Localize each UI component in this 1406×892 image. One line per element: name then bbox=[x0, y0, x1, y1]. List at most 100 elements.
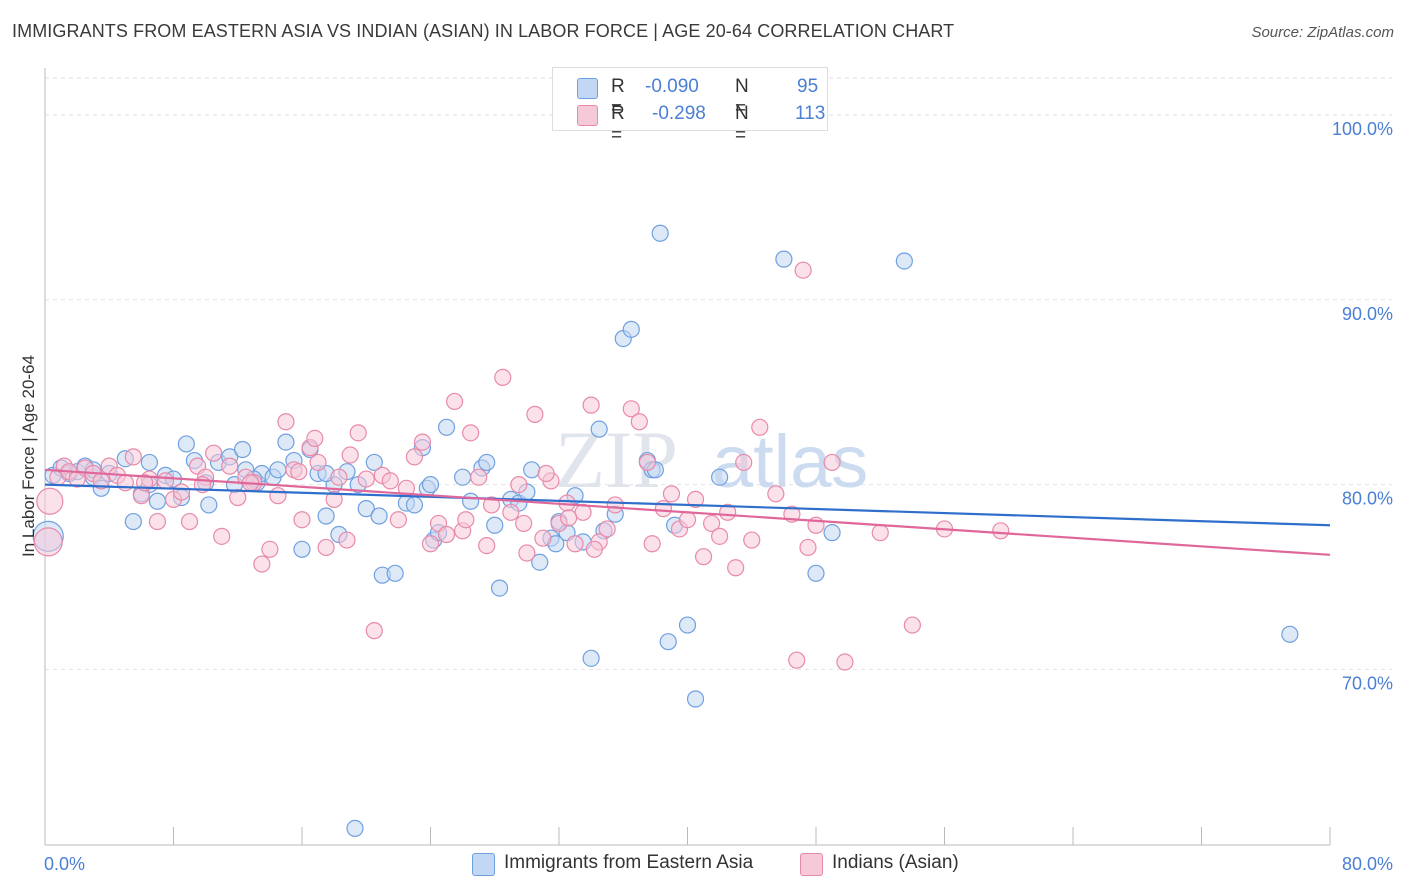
indians-asian-point bbox=[518, 544, 536, 562]
grid-lines bbox=[45, 77, 1392, 670]
indians-asian-point bbox=[743, 531, 761, 549]
indians-asian-point bbox=[253, 555, 271, 573]
indians-asian-point bbox=[445, 392, 464, 411]
eastern-asia-point bbox=[177, 435, 195, 453]
tick-labels: 70.0% 80.0% 90.0% 100.0% 0.0% 80.0% bbox=[44, 119, 1393, 874]
pink-swatch bbox=[800, 853, 823, 876]
indians-asian-point bbox=[702, 514, 721, 533]
indians-asian-point bbox=[205, 444, 223, 462]
r-label: R = bbox=[611, 103, 625, 146]
legend-label: Immigrants from Eastern Asia bbox=[504, 852, 754, 873]
source-label: Source: ZipAtlas.com bbox=[1251, 24, 1394, 41]
indians-asian-point bbox=[389, 511, 407, 529]
indians-asian-point bbox=[405, 448, 424, 466]
eastern-asia-point bbox=[405, 496, 424, 514]
indians-asian-point bbox=[526, 405, 544, 423]
indians-asian-point bbox=[413, 433, 432, 451]
n-label: N = bbox=[735, 103, 749, 146]
indians-asian-point bbox=[678, 511, 697, 529]
eastern-asia-point bbox=[775, 250, 793, 268]
eastern-asia-point bbox=[421, 476, 440, 494]
eastern-asia-point bbox=[124, 512, 142, 531]
n-label: N = bbox=[735, 76, 749, 119]
eastern-asia-point bbox=[277, 433, 295, 451]
indians-asian-point bbox=[33, 527, 63, 557]
eastern-asia-point bbox=[678, 616, 697, 634]
indians-asian-point bbox=[582, 396, 600, 414]
r-value: -0.298 bbox=[652, 103, 706, 124]
indians-asian-point bbox=[36, 487, 64, 515]
indians-asian-point bbox=[534, 529, 552, 547]
eastern-asia-point bbox=[807, 564, 825, 582]
trend-line-indians-asian bbox=[44, 468, 1331, 556]
y-tick-label: 70.0% bbox=[1342, 673, 1393, 693]
eastern-asia-point bbox=[711, 468, 729, 486]
eastern-asia-point bbox=[478, 453, 496, 472]
indians-asian-point bbox=[457, 511, 475, 529]
indians-asian-point bbox=[992, 522, 1010, 540]
indians-asian-point bbox=[325, 490, 343, 508]
eastern-asia-point bbox=[317, 507, 335, 525]
y-axis-label: In Labor Force | Age 20-64 bbox=[19, 355, 38, 557]
indians-asian-point bbox=[662, 485, 681, 503]
indians-asian-point bbox=[502, 503, 520, 521]
indians-asian-point bbox=[794, 261, 812, 279]
eastern-asia-point bbox=[686, 690, 705, 708]
eastern-asia-point bbox=[386, 564, 404, 582]
eastern-asia-point bbox=[293, 540, 311, 558]
x-tick-label-max: 80.0% bbox=[1342, 854, 1393, 874]
indians-asian-point bbox=[494, 368, 512, 387]
eastern-asia-point bbox=[462, 492, 480, 510]
indians-asian-point bbox=[799, 538, 817, 557]
eastern-asia-point bbox=[590, 420, 608, 438]
indians-asian-point bbox=[903, 616, 921, 634]
r-value: -0.090 bbox=[645, 76, 699, 97]
indians-asian-point bbox=[421, 535, 440, 553]
trend-lines bbox=[44, 468, 1331, 556]
indians-asian-point bbox=[788, 651, 806, 669]
eastern-asia-point bbox=[346, 819, 364, 837]
eastern-asia-point bbox=[365, 453, 383, 472]
indians-asian-point bbox=[606, 496, 624, 514]
indians-asian-point bbox=[694, 548, 713, 566]
eastern-asia-point bbox=[659, 633, 677, 651]
indians-asian-point bbox=[598, 520, 616, 538]
indians-asian-point bbox=[277, 413, 295, 431]
indians-asian-point bbox=[823, 453, 841, 472]
eastern-asia-point bbox=[523, 461, 541, 479]
indians-asian-point bbox=[836, 653, 854, 671]
indians-asian-point bbox=[156, 472, 175, 490]
y-tick-label: 100.0% bbox=[1332, 119, 1393, 139]
eastern-asia-point bbox=[531, 553, 549, 571]
x-tick-label-min: 0.0% bbox=[44, 854, 85, 874]
eastern-asia-point bbox=[233, 440, 252, 459]
indians-asian-point bbox=[470, 468, 488, 486]
indians-asian-point bbox=[180, 512, 199, 531]
axes bbox=[44, 68, 1331, 846]
eastern-asia-point bbox=[486, 516, 504, 534]
indians-asian-point bbox=[293, 511, 311, 529]
pink-swatch bbox=[577, 105, 598, 126]
indians-asian-point bbox=[727, 559, 745, 577]
indians-asian-point bbox=[349, 424, 367, 442]
eastern-asia-point bbox=[1281, 625, 1299, 643]
eastern-asia-point bbox=[148, 492, 167, 510]
eastern-asia-point bbox=[651, 224, 669, 242]
chart-title: IMMIGRANTS FROM EASTERN ASIA VS INDIAN (… bbox=[12, 21, 955, 41]
indians-asian-point bbox=[482, 496, 501, 514]
trend-line-eastern-asia bbox=[44, 483, 1331, 527]
eastern-asia-point bbox=[823, 524, 841, 542]
indians-asian-point bbox=[643, 535, 661, 553]
y-tick-label: 80.0% bbox=[1342, 489, 1393, 509]
eastern-asia-point bbox=[357, 500, 375, 518]
indians-asian-point bbox=[261, 540, 279, 558]
indians-asian-point bbox=[290, 463, 308, 481]
indians-asian-point bbox=[622, 400, 640, 418]
indians-asian-point bbox=[317, 538, 335, 557]
indians-asian-point bbox=[213, 527, 231, 545]
eastern-asia-point bbox=[200, 496, 218, 514]
indians-asian-point bbox=[338, 531, 356, 549]
eastern-asia-point bbox=[269, 461, 287, 479]
indians-asian-point bbox=[357, 470, 375, 488]
indians-asian-point bbox=[478, 536, 496, 555]
